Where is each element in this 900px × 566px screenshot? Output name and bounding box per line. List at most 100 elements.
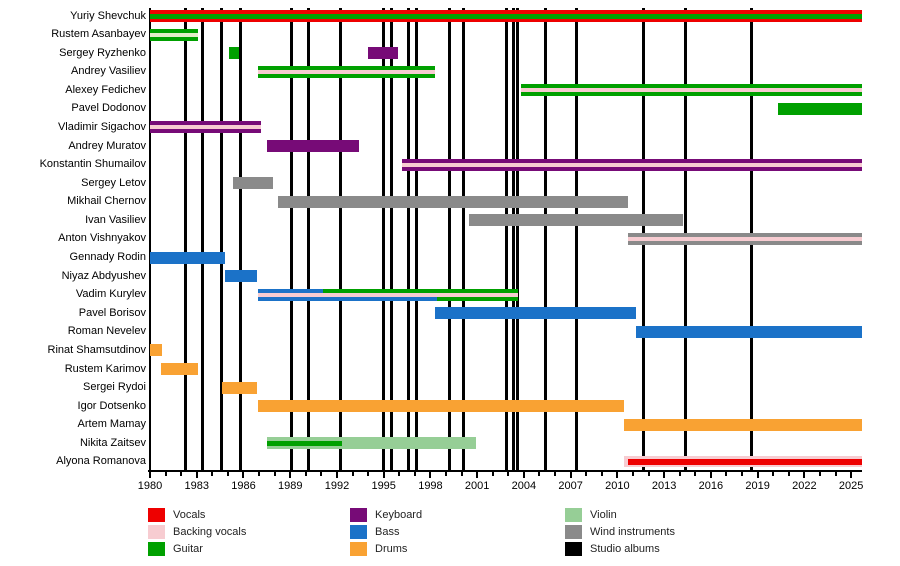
- studio-album-line: [238, 8, 242, 470]
- x-minor-tick: [694, 472, 697, 476]
- studio-album-line: [516, 8, 520, 470]
- legend-item-violin: Violin: [565, 508, 755, 523]
- member-label: Anton Vishnyakov: [58, 232, 146, 245]
- x-tick-label: 2007: [558, 480, 583, 492]
- member-label: Rinat Shamsutdinov: [47, 343, 146, 356]
- x-minor-tick: [631, 472, 634, 476]
- x-minor-tick: [211, 472, 214, 476]
- member-label: Gennady Rodin: [69, 251, 146, 264]
- member-label: Roman Nevelev: [67, 325, 146, 338]
- timeline-bar-keyboard: [368, 47, 398, 60]
- member-label: Alyona Romanova: [56, 455, 146, 468]
- x-major-tick: [663, 472, 666, 478]
- legend-item-drums: Drums: [350, 542, 540, 557]
- x-major-tick: [709, 472, 712, 478]
- x-minor-tick: [398, 472, 401, 476]
- x-minor-tick: [538, 472, 541, 476]
- member-label: Pavel Dodonov: [71, 102, 146, 115]
- x-major-tick: [616, 472, 619, 478]
- legend-item-backing_vocals: Backing vocals: [148, 525, 338, 540]
- studio-album-line: [220, 8, 224, 470]
- x-minor-tick: [367, 472, 370, 476]
- x-major-tick: [195, 472, 198, 478]
- x-tick-label: 2019: [745, 480, 770, 492]
- timeline-bar-bass: [150, 251, 225, 264]
- member-label: Ivan Vasiliev: [85, 213, 146, 226]
- studio-album-line: [307, 8, 311, 470]
- legend-swatch-violin: [565, 508, 582, 522]
- timeline-bar-backing_vocals: [402, 162, 862, 167]
- member-label: Sergei Rydoi: [83, 381, 146, 394]
- timeline-bar-drums: [257, 400, 624, 413]
- x-major-tick: [850, 472, 853, 478]
- legend-label: Wind instruments: [590, 526, 675, 538]
- member-label: Sergey Letov: [81, 176, 146, 189]
- timeline-bar-guitar: [777, 102, 862, 115]
- x-tick-label: 2016: [698, 480, 724, 492]
- x-minor-tick: [460, 472, 463, 476]
- timeline-bar-vocals: [628, 458, 862, 465]
- studio-album-line: [407, 8, 411, 470]
- timeline-bar-drums: [160, 363, 199, 376]
- studio-album-line: [184, 8, 188, 470]
- legend-label: Bass: [375, 526, 400, 538]
- legend-swatch-studio_album: [565, 542, 582, 556]
- x-major-tick: [522, 472, 525, 478]
- x-minor-tick: [725, 472, 728, 476]
- x-major-tick: [242, 472, 245, 478]
- timeline-bar-wind: [469, 214, 683, 227]
- studio-album-line: [511, 8, 515, 470]
- member-label: Yuriy Shevchuk: [70, 9, 146, 22]
- x-minor-tick: [180, 472, 183, 476]
- x-major-tick: [382, 472, 385, 478]
- timeline-bar-backing_vocals: [150, 32, 199, 37]
- member-label: Sergey Ryzhenko: [59, 46, 146, 59]
- timeline-bar-guitar: [229, 47, 239, 60]
- legend-item-studio_album: Studio albums: [565, 542, 755, 557]
- x-minor-tick: [787, 472, 790, 476]
- legend-item-vocals: Vocals: [148, 508, 338, 523]
- x-tick-label: 2010: [605, 480, 630, 492]
- x-minor-tick: [818, 472, 821, 476]
- legend-swatch-keyboard: [350, 508, 367, 522]
- x-major-tick: [476, 472, 479, 478]
- legend-swatch-guitar: [148, 542, 165, 556]
- x-tick-label: 2025: [838, 480, 864, 492]
- legend-label: Drums: [375, 543, 408, 555]
- member-label: Artem Mamay: [77, 418, 146, 431]
- x-minor-tick: [834, 472, 837, 476]
- studio-album-line: [544, 8, 548, 470]
- x-tick-label: 2013: [651, 480, 677, 492]
- x-tick-label: 1983: [184, 480, 209, 492]
- x-minor-tick: [491, 472, 494, 476]
- x-axis-line: [148, 470, 862, 472]
- x-minor-tick: [226, 472, 229, 476]
- x-major-tick: [803, 472, 806, 478]
- timeline-bar-guitar: [266, 440, 342, 446]
- member-label: Nikita Zaitsev: [79, 436, 146, 449]
- x-tick-label: 2001: [464, 480, 490, 492]
- member-label: Konstantin Shumailov: [39, 158, 146, 171]
- legend-swatch-wind: [565, 525, 582, 539]
- legend-label: Backing vocals: [173, 526, 247, 538]
- studio-album-line: [338, 8, 342, 470]
- legend-swatch-vocals: [148, 508, 165, 522]
- x-major-tick: [289, 472, 292, 478]
- x-major-tick: [756, 472, 759, 478]
- legend-item-guitar: Guitar: [148, 542, 338, 557]
- member-label: Alexey Fedichev: [65, 83, 146, 96]
- member-label: Igor Dotsenko: [77, 399, 146, 412]
- studio-album-line: [461, 8, 465, 470]
- timeline-bar-wind: [232, 177, 274, 190]
- x-tick-label: 1986: [231, 480, 256, 492]
- x-major-tick: [149, 472, 151, 478]
- timeline-bar-backing_vocals: [628, 236, 862, 241]
- timeline-bar-drums: [623, 418, 862, 431]
- legend-swatch-drums: [350, 542, 367, 556]
- x-major-tick: [429, 472, 432, 478]
